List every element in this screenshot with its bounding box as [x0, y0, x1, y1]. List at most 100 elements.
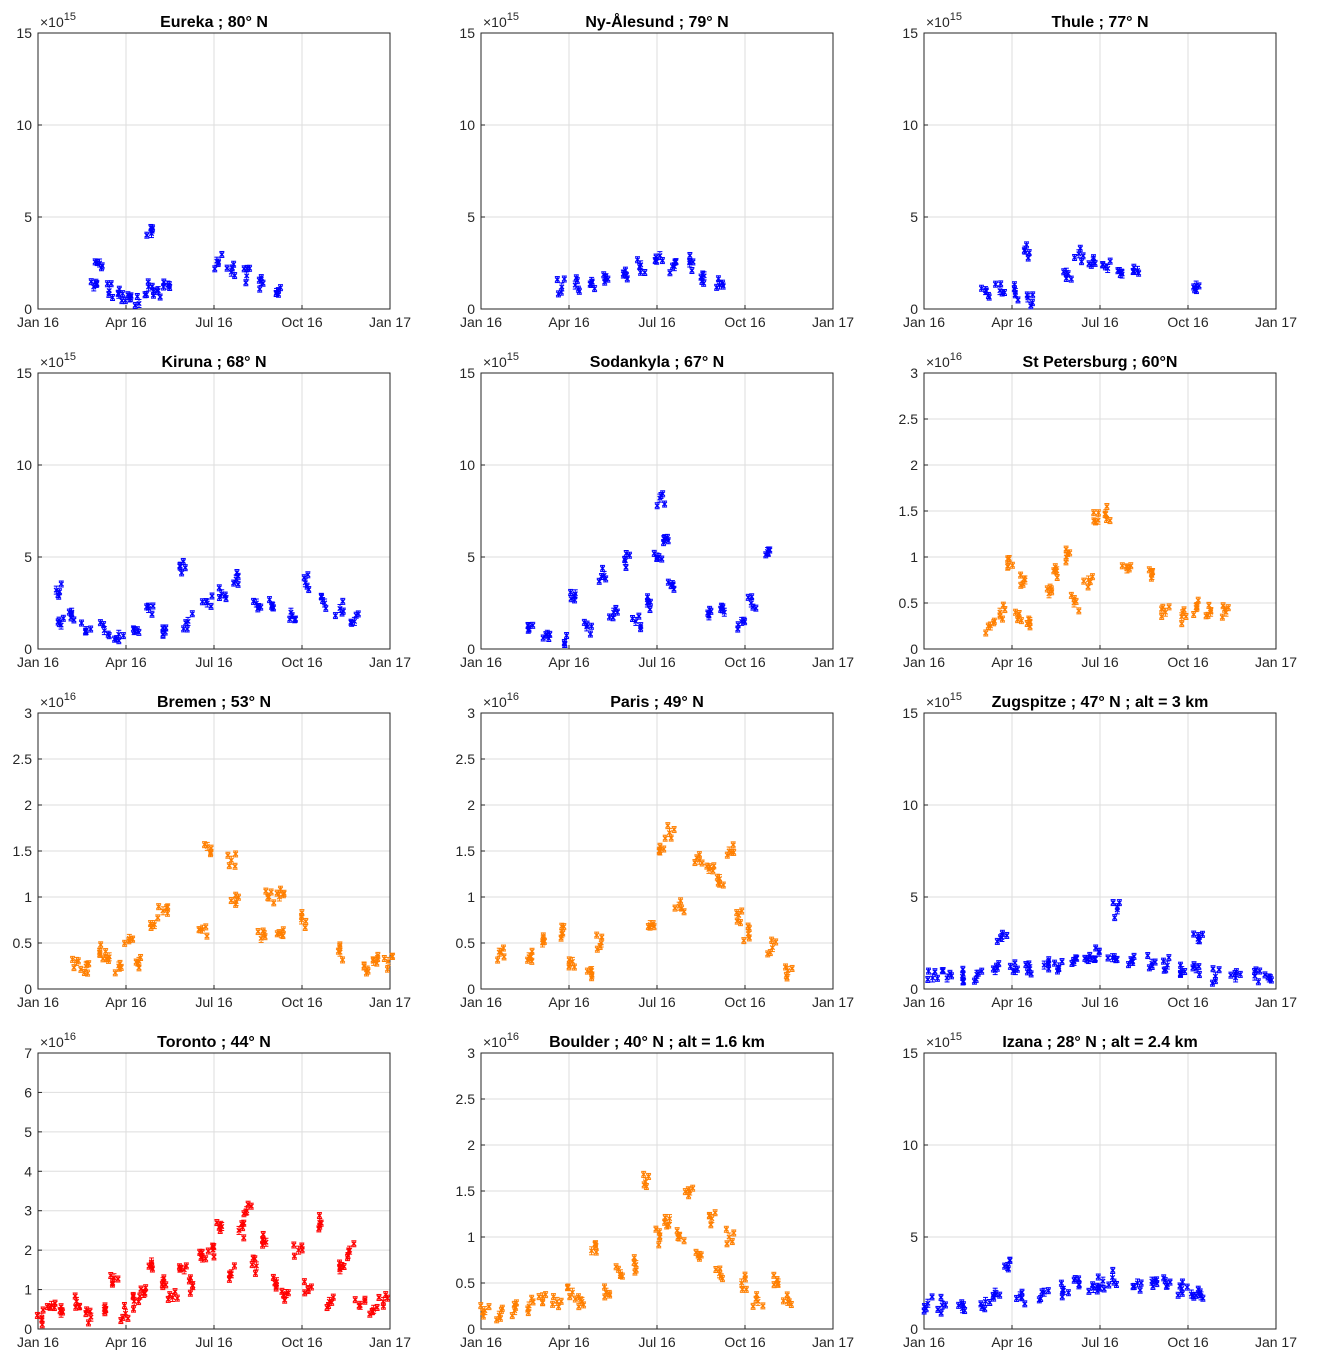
data-series [54, 558, 361, 643]
x-tick-label: Jul 16 [1081, 314, 1119, 330]
x-tick-label: Jul 16 [195, 654, 233, 670]
data-point [602, 1284, 612, 1300]
y-tick-label: 0 [910, 981, 918, 997]
chart-title: Bremen ; 53° N [157, 694, 271, 711]
y-exponent: ×1015 [40, 351, 76, 370]
data-point [935, 1294, 948, 1316]
data-point [683, 1185, 695, 1199]
data-point [1204, 602, 1214, 618]
y-tick-label: 0 [910, 301, 918, 317]
x-tick-label: Oct 16 [724, 654, 765, 670]
x-tick-label: Jan 17 [369, 314, 411, 330]
data-point [1145, 953, 1157, 971]
y-exponent: ×1016 [40, 691, 76, 710]
chart-title: Thule ; 77° N [1051, 14, 1148, 31]
data-point [103, 949, 112, 964]
data-point [1252, 967, 1262, 985]
x-tick-label: Oct 16 [724, 314, 765, 330]
data-point [940, 968, 954, 982]
data-point [692, 852, 704, 866]
data-point [1008, 960, 1020, 975]
data-point [302, 1279, 314, 1296]
x-tick-label: Oct 16 [281, 994, 322, 1010]
y-tick-label: 15 [902, 705, 918, 721]
y-tick-label: 5 [910, 889, 918, 905]
data-point [1106, 1267, 1119, 1288]
chart-title: Zugspitze ; 47° N ; alt = 3 km [992, 694, 1209, 711]
data-point [89, 279, 100, 291]
data-point [960, 966, 966, 985]
data-point [562, 633, 569, 648]
x-tick-label: Jul 16 [195, 994, 233, 1010]
data-point [336, 942, 345, 963]
data-series [555, 252, 726, 297]
data-point [653, 252, 665, 265]
x-tick-label: Apr 16 [548, 1334, 589, 1350]
data-point [1262, 972, 1273, 983]
gridlines [38, 1053, 390, 1329]
x-tick-label: Jul 16 [1081, 1334, 1119, 1350]
data-point [657, 843, 667, 855]
data-series [89, 224, 283, 308]
data-point [1005, 556, 1015, 571]
y-tick-label: 3 [24, 705, 32, 721]
x-tick-label: Jan 17 [1255, 314, 1297, 330]
data-point [73, 1293, 82, 1310]
chart-title: Eureka ; 80° N [160, 14, 268, 31]
data-point [525, 948, 534, 964]
data-point [597, 565, 608, 584]
data-point [972, 968, 984, 984]
data-point [161, 279, 172, 290]
data-point [122, 934, 135, 946]
data-point [734, 908, 744, 926]
data-point [371, 952, 381, 966]
data-point [1025, 292, 1035, 309]
gridlines [481, 33, 833, 309]
data-point [1013, 609, 1024, 623]
y-tick-label: 7 [24, 1045, 32, 1061]
y-tick-label: 6 [24, 1084, 32, 1100]
y-tick-label: 0 [910, 641, 918, 657]
y-tick-label: 0.5 [13, 935, 33, 951]
data-point [663, 823, 677, 842]
data-point [131, 626, 141, 635]
y-tick-label: 1 [467, 889, 475, 905]
data-point [35, 1307, 46, 1328]
x-tick-label: Jul 16 [638, 314, 676, 330]
x-tick-label: Jul 16 [638, 1334, 676, 1350]
data-point [739, 1272, 749, 1292]
y-exponent: ×1015 [926, 1031, 962, 1050]
data-point [217, 585, 229, 602]
data-point [231, 570, 240, 588]
data-point [559, 923, 567, 941]
data-point [256, 928, 268, 942]
data-point [241, 1201, 253, 1217]
data-point [510, 1300, 519, 1319]
data-point [1149, 1277, 1159, 1290]
x-tick-label: Jul 16 [1081, 994, 1119, 1010]
data-point [98, 620, 112, 639]
y-tick-label: 0 [910, 1321, 918, 1337]
data-point [177, 1263, 189, 1274]
chart-title: Kiruna ; 68° N [161, 354, 266, 371]
data-point [45, 1300, 58, 1310]
x-tick-label: Jul 16 [1081, 654, 1119, 670]
y-tick-label: 3 [467, 705, 475, 721]
data-point [621, 267, 630, 282]
data-point [316, 1213, 323, 1232]
data-point [601, 272, 610, 285]
data-point [148, 915, 160, 931]
data-point [197, 1249, 208, 1262]
data-point [93, 259, 105, 271]
data-point [257, 275, 266, 293]
data-point [1037, 1288, 1051, 1303]
data-point [187, 1275, 195, 1296]
